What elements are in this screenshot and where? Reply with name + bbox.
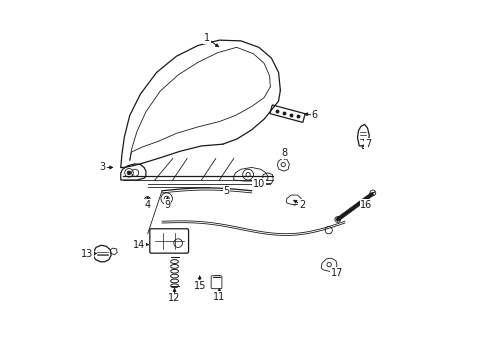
Text: 5: 5 xyxy=(223,186,229,196)
Text: 16: 16 xyxy=(360,200,372,210)
Text: 6: 6 xyxy=(311,111,317,121)
Text: 4: 4 xyxy=(144,200,150,210)
Text: 17: 17 xyxy=(330,268,343,278)
Text: 15: 15 xyxy=(193,281,205,291)
Text: 8: 8 xyxy=(281,148,287,158)
Text: 7: 7 xyxy=(365,139,370,149)
Text: 10: 10 xyxy=(252,179,264,189)
Text: 2: 2 xyxy=(298,200,305,210)
Text: 3: 3 xyxy=(100,162,106,172)
Text: 11: 11 xyxy=(213,292,225,302)
Text: 13: 13 xyxy=(81,248,93,258)
Circle shape xyxy=(127,171,131,175)
Text: 12: 12 xyxy=(168,293,181,303)
Text: 14: 14 xyxy=(132,239,144,249)
Text: 1: 1 xyxy=(203,33,209,43)
Text: 9: 9 xyxy=(164,200,170,210)
